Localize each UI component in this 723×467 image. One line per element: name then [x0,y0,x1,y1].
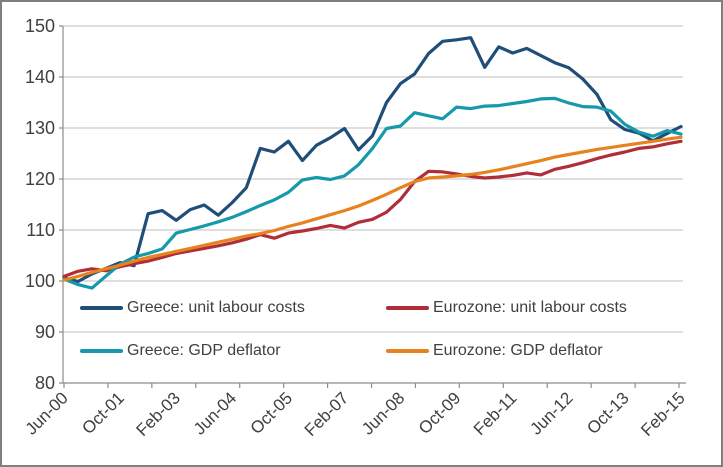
x-tick-label-Oct-09: Oct-09 [415,388,465,438]
series-line-greece-gdp-deflator [62,96,683,290]
x-tick-label-Oct-13: Oct-13 [583,388,633,438]
legend-label-greece-ulc: Greece: unit labour costs [127,299,305,316]
y-tick-label-90: 90 [35,322,55,342]
legend-label-eurozone-deflator: Eurozone: GDP deflator [433,342,603,359]
legend-item-eurozone-deflator: Eurozone: GDP deflator [386,340,603,362]
y-tick-label-140: 140 [25,67,55,87]
series-line-greece-unit-labour-costs [62,36,683,284]
y-tick-label-80: 80 [35,373,55,393]
y-tick-label-100: 100 [25,271,55,291]
x-tick-label-Oct-05: Oct-05 [247,388,297,438]
y-tick-label-120: 120 [25,169,55,189]
legend-line-swatch-eurozone-ulc [386,306,429,310]
x-tick-label-Jun-08: Jun-08 [358,388,408,438]
legend-item-greece-deflator: Greece: GDP deflator [80,340,281,362]
y-tick-label-150: 150 [25,16,55,36]
legend-line-swatch-greece-ulc [80,306,123,310]
series-line-eurozone-gdp-deflator [62,135,683,282]
gridlines [63,25,683,333]
x-tick-label-Jun-04: Jun-04 [190,388,240,438]
x-tick-label-Oct-01: Oct-01 [78,388,128,438]
legend-label-eurozone-ulc: Eurozone: unit labour costs [433,299,627,316]
x-tick-label-Feb-11: Feb-11 [470,388,521,439]
series-line-eurozone-unit-labour-costs [62,139,683,278]
legend-line-swatch-eurozone-deflator [386,349,429,353]
legend-line-swatch-greece-deflator [80,349,123,353]
x-axis-labels: Jun-00 Oct-01 Feb-03 Jun-04 Oct-05 Feb-07 Jun-… [22,388,689,440]
y-axis-ticks-and-labels: 80 90 100 110 120 130 140 150 [25,16,63,393]
x-tick-label-Feb-15: Feb-15 [637,388,689,440]
x-axis-ticks [63,383,680,388]
legend-item-eurozone-ulc: Eurozone: unit labour costs [386,297,627,319]
axes [62,26,686,384]
x-tick-label-Jun-12: Jun-12 [526,388,576,438]
x-tick-label-Feb-07: Feb-07 [301,388,353,440]
x-tick-label-Feb-03: Feb-03 [132,388,184,440]
legend-label-greece-deflator: Greece: GDP deflator [127,342,281,359]
series-lines [62,36,683,290]
x-tick-label-Jun-00: Jun-00 [22,388,72,438]
y-tick-label-130: 130 [25,118,55,138]
legend-item-greece-ulc: Greece: unit labour costs [80,297,305,319]
y-tick-label-110: 110 [26,220,55,240]
